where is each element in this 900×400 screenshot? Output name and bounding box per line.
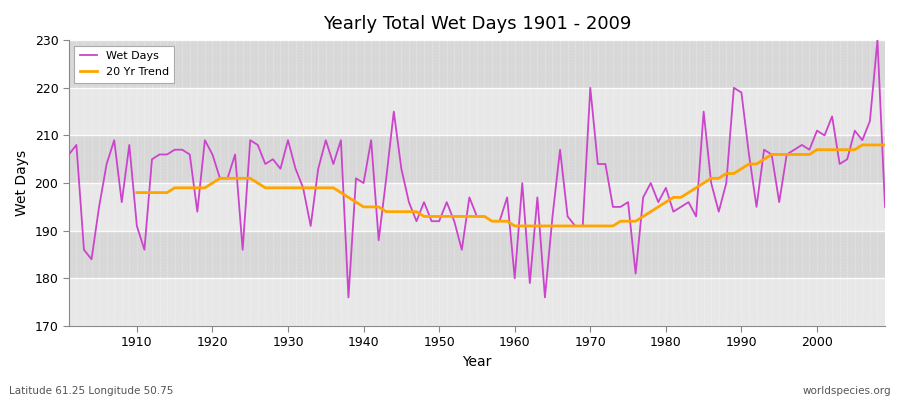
Bar bbox=[68, 231, 885, 278]
Wet Days bbox=[290, 166, 301, 171]
20 Yr Trend bbox=[857, 142, 868, 147]
Wet Days bbox=[509, 276, 520, 281]
Line: 20 Yr Trend: 20 Yr Trend bbox=[137, 145, 885, 226]
Y-axis label: Wet Days: Wet Days bbox=[15, 150, 29, 216]
Bar bbox=[68, 136, 885, 183]
Bar bbox=[68, 183, 885, 231]
Line: Wet Days: Wet Days bbox=[68, 40, 885, 298]
20 Yr Trend bbox=[305, 186, 316, 190]
20 Yr Trend bbox=[585, 224, 596, 228]
Legend: Wet Days, 20 Yr Trend: Wet Days, 20 Yr Trend bbox=[75, 46, 175, 82]
Wet Days bbox=[872, 38, 883, 42]
Bar bbox=[68, 40, 885, 88]
20 Yr Trend bbox=[850, 147, 860, 152]
Wet Days bbox=[336, 138, 346, 142]
20 Yr Trend bbox=[131, 190, 142, 195]
Text: worldspecies.org: worldspecies.org bbox=[803, 386, 891, 396]
Wet Days bbox=[63, 152, 74, 157]
Title: Yearly Total Wet Days 1901 - 2009: Yearly Total Wet Days 1901 - 2009 bbox=[323, 15, 631, 33]
20 Yr Trend bbox=[525, 224, 535, 228]
20 Yr Trend bbox=[509, 224, 520, 228]
20 Yr Trend bbox=[275, 186, 286, 190]
20 Yr Trend bbox=[879, 142, 890, 147]
Wet Days bbox=[124, 142, 135, 147]
20 Yr Trend bbox=[827, 147, 838, 152]
Wet Days bbox=[517, 181, 527, 186]
Wet Days bbox=[343, 295, 354, 300]
Wet Days bbox=[608, 204, 618, 209]
Bar bbox=[68, 278, 885, 326]
Wet Days bbox=[879, 204, 890, 209]
Bar bbox=[68, 88, 885, 136]
Text: Latitude 61.25 Longitude 50.75: Latitude 61.25 Longitude 50.75 bbox=[9, 386, 174, 396]
X-axis label: Year: Year bbox=[463, 355, 491, 369]
